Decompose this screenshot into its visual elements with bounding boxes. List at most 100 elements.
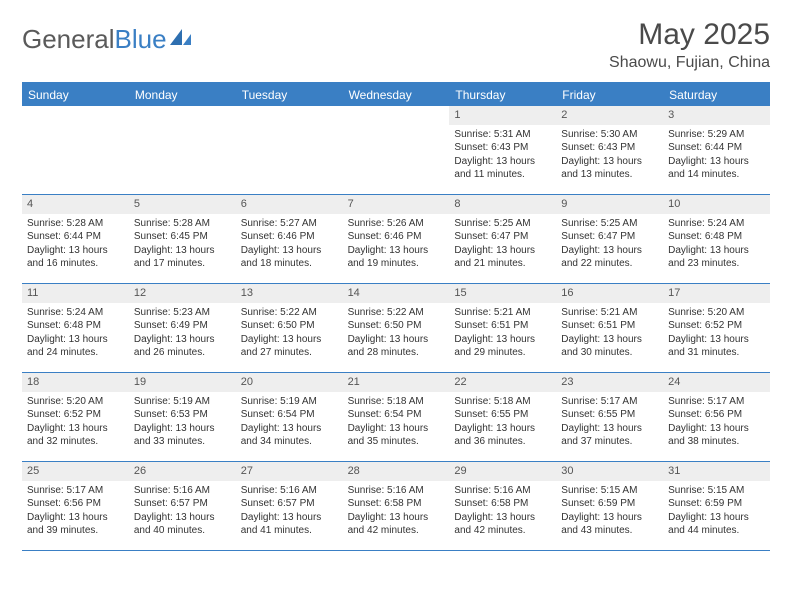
daylight-line: Daylight: 13 hours and 30 minutes. (561, 333, 658, 360)
day-cell: 6Sunrise: 5:27 AMSunset: 6:46 PMDaylight… (236, 195, 343, 283)
day-info: Sunrise: 5:23 AMSunset: 6:49 PMDaylight:… (133, 306, 232, 360)
day-info: Sunrise: 5:18 AMSunset: 6:54 PMDaylight:… (347, 395, 446, 449)
day-cell: 14Sunrise: 5:22 AMSunset: 6:50 PMDayligh… (343, 284, 450, 372)
daylight-line: Daylight: 13 hours and 40 minutes. (134, 511, 231, 538)
sunrise-line: Sunrise: 5:16 AM (241, 484, 338, 498)
day-cell: 31 Sunrise: 5:15 AMSunset: 6:59 PMDayligh… (663, 462, 770, 550)
sunrise-line: Sunrise: 5:27 AM (241, 217, 338, 231)
sunrise-line: Sunrise: 5:19 AM (241, 395, 338, 409)
sunrise-line: Sunrise: 5:22 AM (348, 306, 445, 320)
day-info: Sunrise: 5:17 AMSunset: 6:56 PMDaylight:… (667, 395, 766, 449)
sunrise-line: Sunrise: 5:19 AM (134, 395, 231, 409)
sunset-line: Sunset: 6:59 PM (668, 497, 765, 511)
sunrise-line: Sunrise: 5:17 AM (668, 395, 765, 409)
daylight-line: Daylight: 13 hours and 24 minutes. (27, 333, 124, 360)
day-info: Sunrise: 5:15 AMSunset: 6:59 PMDaylight:… (560, 484, 659, 538)
sunset-line: Sunset: 6:59 PM (561, 497, 658, 511)
sunset-line: Sunset: 6:57 PM (241, 497, 338, 511)
sunset-line: Sunset: 6:54 PM (348, 408, 445, 422)
daylight-line: Daylight: 13 hours and 39 minutes. (27, 511, 124, 538)
daylight-line: Daylight: 13 hours and 18 minutes. (241, 244, 338, 271)
brand-logo: GeneralBlue (22, 24, 195, 55)
weekday-header-row: SundayMondayTuesdayWednesdayThursdayFrid… (22, 84, 770, 106)
daylight-line: Daylight: 13 hours and 36 minutes. (454, 422, 551, 449)
day-number: 18 (22, 373, 129, 392)
day-number: 3 (663, 106, 770, 125)
sunset-line: Sunset: 6:51 PM (561, 319, 658, 333)
daylight-line: Daylight: 13 hours and 29 minutes. (454, 333, 551, 360)
sunrise-line: Sunrise: 5:21 AM (561, 306, 658, 320)
daylight-line: Daylight: 13 hours and 41 minutes. (241, 511, 338, 538)
sunrise-line: Sunrise: 5:25 AM (454, 217, 551, 231)
day-number: 24 (663, 373, 770, 392)
sunrise-line: Sunrise: 5:16 AM (348, 484, 445, 498)
day-number: 16 (556, 284, 663, 303)
day-number: 13 (236, 284, 343, 303)
daylight-line: Daylight: 13 hours and 44 minutes. (668, 511, 765, 538)
day-info: Sunrise: 5:17 AMSunset: 6:55 PMDaylight:… (560, 395, 659, 449)
weekday-header: Tuesday (236, 84, 343, 106)
day-number: 28 (343, 462, 450, 481)
sunset-line: Sunset: 6:46 PM (241, 230, 338, 244)
day-info: Sunrise: 5:28 AMSunset: 6:45 PMDaylight:… (133, 217, 232, 271)
brand-part1: General (22, 24, 115, 54)
sunset-line: Sunset: 6:54 PM (241, 408, 338, 422)
day-cell: 30Sunrise: 5:15 AMSunset: 6:59 PMDayligh… (556, 462, 663, 550)
day-cell: 4Sunrise: 5:28 AMSunset: 6:44 PMDaylight… (22, 195, 129, 283)
day-info: Sunrise: 5:22 AMSunset: 6:50 PMDaylight:… (347, 306, 446, 360)
sunset-line: Sunset: 6:48 PM (27, 319, 124, 333)
day-cell-empty (236, 106, 343, 194)
sunrise-line: Sunrise: 5:28 AM (27, 217, 124, 231)
daylight-line: Daylight: 13 hours and 11 minutes. (454, 155, 551, 182)
sunset-line: Sunset: 6:52 PM (668, 319, 765, 333)
weekday-header: Thursday (449, 84, 556, 106)
header: GeneralBlue May 2025 Shaowu, Fujian, Chi… (22, 18, 770, 72)
sunset-line: Sunset: 6:48 PM (668, 230, 765, 244)
sunrise-line: Sunrise: 5:15 AM (668, 484, 765, 498)
day-number: 7 (343, 195, 450, 214)
sunset-line: Sunset: 6:56 PM (668, 408, 765, 422)
day-info: Sunrise: 5:31 AMSunset: 6:43 PMDaylight:… (453, 128, 552, 182)
sunset-line: Sunset: 6:50 PM (241, 319, 338, 333)
title-block: May 2025 Shaowu, Fujian, China (609, 18, 770, 72)
brand-part2: Blue (115, 24, 167, 54)
daylight-line: Daylight: 13 hours and 21 minutes. (454, 244, 551, 271)
sunset-line: Sunset: 6:43 PM (561, 141, 658, 155)
daylight-line: Daylight: 13 hours and 35 minutes. (348, 422, 445, 449)
daylight-line: Daylight: 13 hours and 34 minutes. (241, 422, 338, 449)
day-cell: 8 Sunrise: 5:25 AMSunset: 6:47 PMDaylight… (449, 195, 556, 283)
day-number: 8 (449, 195, 556, 214)
sunset-line: Sunset: 6:45 PM (134, 230, 231, 244)
day-info: Sunrise: 5:19 AMSunset: 6:54 PMDaylight:… (240, 395, 339, 449)
day-number: 11 (22, 284, 129, 303)
day-cell: 28 Sunrise: 5:16 AMSunset: 6:58 PMDayligh… (343, 462, 450, 550)
sunset-line: Sunset: 6:51 PM (454, 319, 551, 333)
day-number: 31 (663, 462, 770, 481)
day-cell: 24 Sunrise: 5:17 AMSunset: 6:56 PMDayligh… (663, 373, 770, 461)
daylight-line: Daylight: 13 hours and 27 minutes. (241, 333, 338, 360)
day-number: 22 (449, 373, 556, 392)
sunset-line: Sunset: 6:55 PM (454, 408, 551, 422)
sunrise-line: Sunrise: 5:30 AM (561, 128, 658, 142)
day-info: Sunrise: 5:26 AMSunset: 6:46 PMDaylight:… (347, 217, 446, 271)
sunrise-line: Sunrise: 5:18 AM (454, 395, 551, 409)
day-info: Sunrise: 5:25 AMSunset: 6:47 PMDaylight:… (453, 217, 552, 271)
day-cell: 21Sunrise: 5:18 AMSunset: 6:54 PMDayligh… (343, 373, 450, 461)
day-number: 27 (236, 462, 343, 481)
day-info: Sunrise: 5:24 AMSunset: 6:48 PMDaylight:… (26, 306, 125, 360)
day-info: Sunrise: 5:20 AMSunset: 6:52 PMDaylight:… (667, 306, 766, 360)
daylight-line: Daylight: 13 hours and 16 minutes. (27, 244, 124, 271)
day-info: Sunrise: 5:16 AMSunset: 6:58 PMDaylight:… (453, 484, 552, 538)
weekday-header: Sunday (22, 84, 129, 106)
day-info: Sunrise: 5:15 AMSunset: 6:59 PMDaylight:… (667, 484, 766, 538)
sunrise-line: Sunrise: 5:16 AM (454, 484, 551, 498)
day-info: Sunrise: 5:16 AMSunset: 6:58 PMDaylight:… (347, 484, 446, 538)
day-number: 17 (663, 284, 770, 303)
day-cell: 27 Sunrise: 5:16 AMSunset: 6:57 PMDayligh… (236, 462, 343, 550)
sunset-line: Sunset: 6:43 PM (454, 141, 551, 155)
daylight-line: Daylight: 13 hours and 38 minutes. (668, 422, 765, 449)
daylight-line: Daylight: 13 hours and 14 minutes. (668, 155, 765, 182)
day-info: Sunrise: 5:21 AMSunset: 6:51 PMDaylight:… (560, 306, 659, 360)
sunrise-line: Sunrise: 5:17 AM (561, 395, 658, 409)
sunset-line: Sunset: 6:58 PM (454, 497, 551, 511)
